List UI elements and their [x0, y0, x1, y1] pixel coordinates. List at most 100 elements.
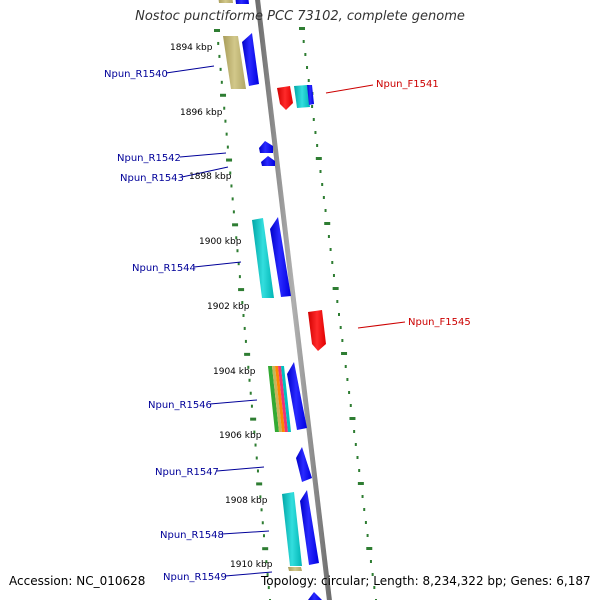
gene-blue[interactable]	[261, 156, 275, 166]
gene-orange[interactable]	[275, 366, 285, 432]
track-dot	[353, 430, 356, 433]
track-dot	[324, 209, 327, 212]
track-dot	[218, 54, 221, 58]
track-dot	[357, 482, 364, 485]
tick-label: 1906 kbp	[219, 431, 262, 441]
track-dot	[356, 456, 359, 459]
gene-label[interactable]: Npun_R1544	[132, 263, 196, 274]
gene-label[interactable]: Npun_F1541	[376, 79, 439, 90]
track-dot	[315, 157, 322, 160]
forward-strand-genes	[277, 85, 326, 351]
gene-blue[interactable]	[287, 362, 307, 430]
gene-label[interactable]: Npun_F1545	[408, 317, 471, 328]
gene-khaki[interactable]	[218, 0, 233, 3]
gene-magenta[interactable]	[278, 366, 288, 432]
gene-label[interactable]: Npun_R1543	[120, 173, 184, 184]
gene-blue[interactable]	[307, 85, 314, 105]
track-dot	[371, 573, 374, 576]
track-dot	[241, 301, 244, 305]
reverse-strand-genes	[218, 0, 322, 600]
leader-line	[357, 321, 406, 329]
track-dot	[304, 53, 307, 56]
gene-label[interactable]: Npun_R1547	[155, 467, 219, 478]
gene-blue[interactable]	[242, 33, 259, 86]
track-dot	[266, 573, 269, 577]
track-dot	[244, 339, 247, 343]
track-dot	[229, 171, 232, 175]
leader-line	[181, 166, 229, 178]
genome-summary-text: Topology: circular; Length: 8,234,322 bp…	[261, 574, 591, 588]
gene-label[interactable]: Npun_R1546	[148, 400, 212, 411]
track-dot	[361, 495, 364, 498]
track-dot	[226, 145, 229, 149]
track-dot	[332, 287, 339, 290]
gene-khaki[interactable]	[272, 366, 282, 432]
track-dot	[306, 66, 309, 69]
accession-text: Accession: NC_010628	[9, 574, 146, 588]
track-dot	[331, 261, 334, 264]
gene-blue[interactable]	[300, 490, 319, 565]
track-dot	[358, 469, 361, 472]
tick-label: 1900 kbp	[199, 237, 242, 247]
track-dot	[322, 196, 325, 199]
leader-line	[224, 571, 273, 577]
gene-label[interactable]: Npun_R1548	[160, 530, 224, 541]
track-dot	[247, 365, 250, 369]
track-dot	[307, 79, 310, 82]
track-dot	[312, 118, 315, 121]
track-dot	[237, 262, 240, 266]
track-dot	[329, 248, 332, 251]
track-dot	[339, 326, 342, 329]
track-dot	[324, 222, 331, 225]
tick-label: 1908 kbp	[225, 496, 268, 506]
gene-khaki[interactable]	[288, 567, 302, 571]
gene-cyan[interactable]	[282, 492, 302, 566]
track-dot	[262, 547, 269, 551]
track-dot	[363, 508, 366, 511]
gene-cyan[interactable]	[252, 218, 274, 298]
track-dot	[235, 236, 238, 240]
track-dot	[349, 404, 352, 407]
track-dot	[369, 560, 372, 563]
gene-blue[interactable]	[235, 0, 249, 4]
track-dot	[366, 534, 369, 537]
track-dot	[316, 144, 319, 147]
track-dot	[256, 469, 259, 473]
gene-blue[interactable]	[308, 592, 322, 600]
track-dot	[321, 183, 324, 186]
track-dot	[238, 275, 241, 279]
gene-red[interactable]	[277, 86, 293, 110]
gene-label[interactable]: Npun_R1540	[104, 69, 168, 80]
track-dot	[243, 326, 246, 330]
coordinate-tick-labels: 1894 kbp 1896 kbp 1898 kbp 1900 kbp 1902 kbp…	[170, 43, 273, 570]
track-dot	[332, 274, 335, 277]
track-dot	[338, 313, 340, 316]
track-dot	[344, 365, 347, 368]
gene-cyan[interactable]	[294, 85, 310, 108]
track-dot	[319, 170, 322, 173]
track-dot	[255, 456, 258, 460]
track-dot	[336, 300, 339, 303]
gene-cyan[interactable]	[281, 366, 291, 432]
gene-label[interactable]: Npun_R1542	[117, 153, 181, 164]
gene-red[interactable]	[308, 310, 326, 351]
track-dot	[230, 184, 233, 188]
gene-blue[interactable]	[270, 217, 291, 297]
leader-line	[209, 399, 258, 405]
track-dot	[223, 106, 226, 110]
track-dot	[224, 119, 227, 123]
track-dot	[341, 339, 344, 342]
tick-label: 1894 kbp	[170, 43, 213, 53]
gene-label[interactable]: Npun_R1549	[163, 572, 227, 583]
gene-green[interactable]	[268, 366, 279, 432]
gene-blue[interactable]	[296, 447, 312, 482]
track-dot	[225, 132, 228, 136]
track-dot	[267, 586, 270, 590]
tick-label: 1902 kbp	[207, 302, 250, 312]
track-dot	[250, 404, 253, 408]
leader-line	[221, 530, 270, 535]
gene-blue[interactable]	[259, 141, 273, 153]
track-dot	[253, 430, 256, 434]
track-dot	[232, 210, 235, 214]
gene-khaki[interactable]	[223, 36, 246, 89]
